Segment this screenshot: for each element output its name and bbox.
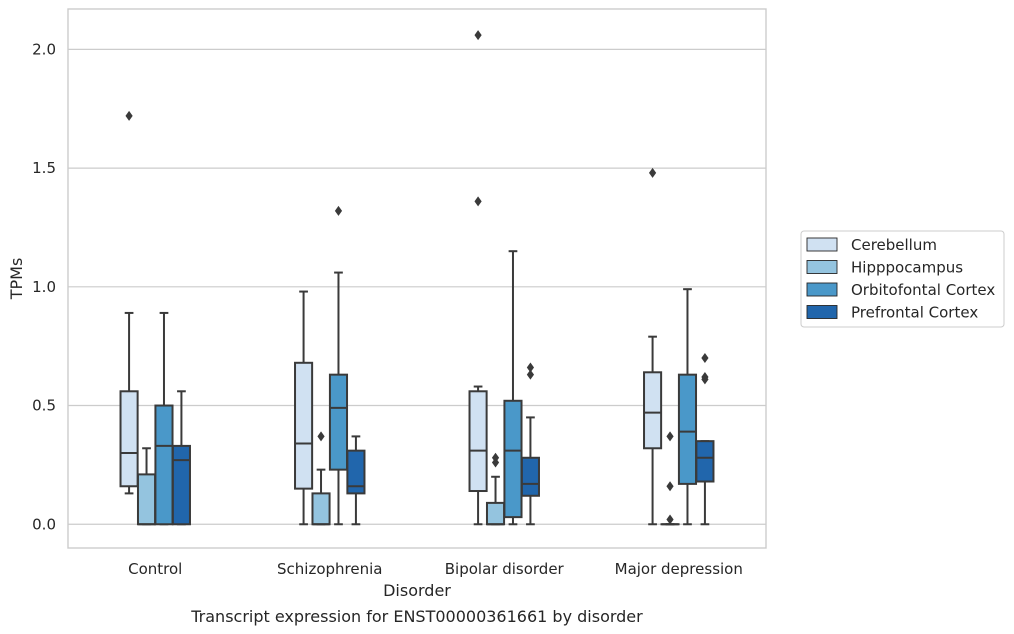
box-control-cerebellum	[119, 110, 139, 495]
y-tick-label: 2.0	[32, 40, 56, 58]
iqr-box	[311, 492, 331, 526]
iqr-box	[503, 399, 523, 519]
axes: 0.0 0.5 1.0 1.5 2.0 Control Schizophrenia Bipol…	[32, 40, 743, 578]
box-bipolar-disorder-hipppocampus	[485, 452, 506, 526]
outlier-point	[474, 30, 482, 41]
iqr-box	[695, 440, 715, 483]
box-major-depression-orbitofontal-cortex	[677, 288, 698, 526]
figure-caption: Transcript expression for ENST0000036166…	[190, 607, 643, 626]
outlier-point	[334, 205, 343, 216]
box-groups	[119, 30, 715, 526]
legend-label-cerebellum: Cerebellum	[851, 236, 937, 254]
iqr-box	[643, 371, 663, 450]
box-control-prefrontal-cortex	[171, 390, 191, 526]
x-tick-label-schizophrenia: Schizophrenia	[277, 560, 382, 578]
outlier-point	[491, 452, 500, 463]
box-major-depression-hipppocampus	[660, 431, 680, 526]
iqr-box	[136, 473, 157, 526]
x-tick-label-major-depression: Major depression	[615, 560, 743, 578]
box-control-hipppocampus	[136, 447, 157, 526]
iqr-box	[119, 390, 139, 488]
box-bipolar-disorder-orbitofontal-cortex	[503, 250, 523, 526]
legend-frame	[800, 230, 1005, 328]
iqr-box	[294, 361, 314, 490]
legend-swatch-prefrontal-cortex	[806, 305, 838, 319]
legend: Cerebellum Hipppocampus Orbitofontal Cor…	[800, 230, 1005, 328]
box-bipolar-disorder-cerebellum	[468, 30, 488, 526]
legend-swatch-hippocampus	[806, 260, 838, 274]
outlier-point	[648, 167, 657, 178]
legend-swatch-cerebellum	[806, 237, 838, 252]
outlier-point	[317, 431, 325, 442]
outlier-point	[701, 372, 709, 383]
iqr-box	[346, 449, 366, 495]
outlier-point	[666, 481, 674, 492]
outlier-point	[526, 362, 535, 373]
iqr-box	[154, 404, 174, 526]
x-axis-title: Disorder	[383, 581, 451, 600]
y-tick-label: 1.5	[32, 159, 56, 177]
box-major-depression-prefrontal-cortex	[695, 353, 715, 526]
y-tick-label: 0.5	[32, 397, 56, 415]
iqr-box	[328, 373, 349, 471]
outlier-point	[666, 431, 674, 442]
iqr-box	[468, 390, 488, 493]
iqr-box	[520, 456, 540, 497]
y-tick-label: 0.0	[32, 515, 56, 533]
plot-frame	[67, 8, 767, 549]
legend-label-hippocampus: Hipppocampus	[851, 259, 963, 277]
iqr-box	[485, 501, 506, 526]
box-schizophrenia-prefrontal-cortex	[346, 435, 366, 526]
outlier-point	[666, 514, 674, 525]
box-schizophrenia-cerebellum	[294, 290, 314, 526]
y-axis-title: TPMs	[7, 258, 26, 301]
outlier-point	[701, 353, 709, 364]
legend-label-orbitofrontal-cortex: Orbitofontal Cortex	[851, 281, 995, 299]
box-major-depression-cerebellum	[643, 167, 663, 526]
box-schizophrenia-orbitofontal-cortex	[328, 205, 349, 526]
x-tick-label-bipolar-disorder: Bipolar disorder	[445, 560, 565, 578]
x-tick-label-control: Control	[128, 560, 182, 578]
box-bipolar-disorder-prefrontal-cortex	[520, 362, 540, 526]
y-tick-label: 1.0	[32, 278, 56, 296]
iqr-box	[677, 373, 698, 485]
outlier-point	[125, 110, 133, 121]
iqr-box	[171, 444, 191, 526]
outlier-point	[526, 369, 535, 380]
legend-label-prefrontal-cortex: Prefrontal Cortex	[851, 304, 978, 322]
outlier-point	[474, 196, 482, 207]
box-control-orbitofontal-cortex	[154, 311, 174, 526]
box-schizophrenia-hipppocampus	[311, 431, 331, 526]
legend-swatch-orbitofrontal-cortex	[806, 282, 838, 297]
